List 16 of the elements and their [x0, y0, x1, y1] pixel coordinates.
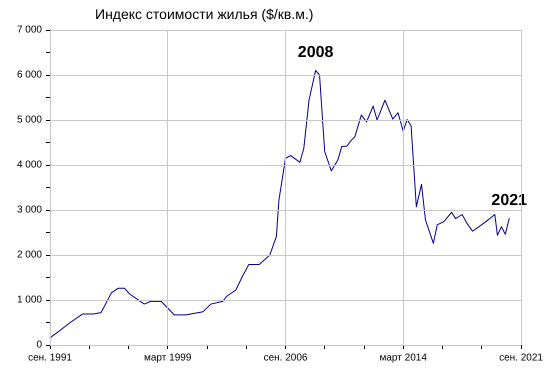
- chart-title: Индекс стоимости жилья ($/кв.м.): [95, 6, 314, 22]
- y-tick-label: 0: [36, 340, 42, 350]
- x-tick-label: сен. 1991: [28, 352, 72, 364]
- y-tick-label: 5 000: [16, 114, 42, 126]
- annotation: 2021: [491, 192, 528, 210]
- y-tick-label: 1 000: [16, 294, 42, 306]
- x-tick-label: март 2014: [379, 352, 428, 364]
- x-tick-label: март 1999: [144, 352, 192, 364]
- y-tick-label: 2 000: [16, 250, 42, 260]
- annotation: 2008: [298, 44, 334, 61]
- y-tick-label: 4 000: [16, 160, 42, 170]
- y-tick-label: 6 000: [16, 70, 42, 80]
- y-tick-label: 7 000: [16, 24, 42, 36]
- y-tick-label: 3 000: [16, 204, 42, 216]
- x-tick-label: сен. 2021: [499, 352, 544, 364]
- x-tick-label: сен. 2006: [264, 352, 308, 364]
